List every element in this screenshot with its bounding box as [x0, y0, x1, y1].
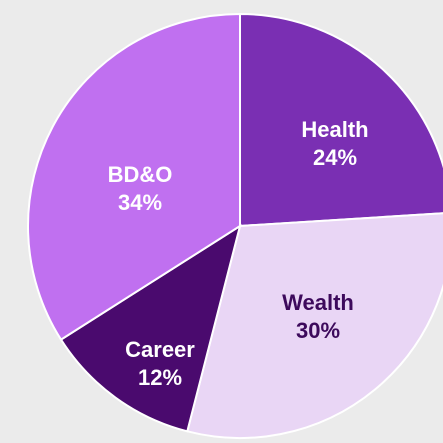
slice-value-label: 34% — [118, 190, 162, 215]
slice-value-label: 12% — [138, 365, 182, 390]
slice-label: BD&O — [108, 162, 173, 187]
pie-slice — [239, 12, 443, 228]
slice-label: Career — [125, 337, 195, 362]
slice-label: Health — [301, 117, 368, 142]
slice-value-label: 30% — [296, 318, 340, 343]
pie-slice — [27, 12, 241, 341]
pie-slice — [186, 212, 443, 439]
pie-slice — [59, 223, 242, 433]
slice-value-label: 24% — [313, 145, 357, 170]
slice-label: Wealth — [282, 290, 354, 315]
